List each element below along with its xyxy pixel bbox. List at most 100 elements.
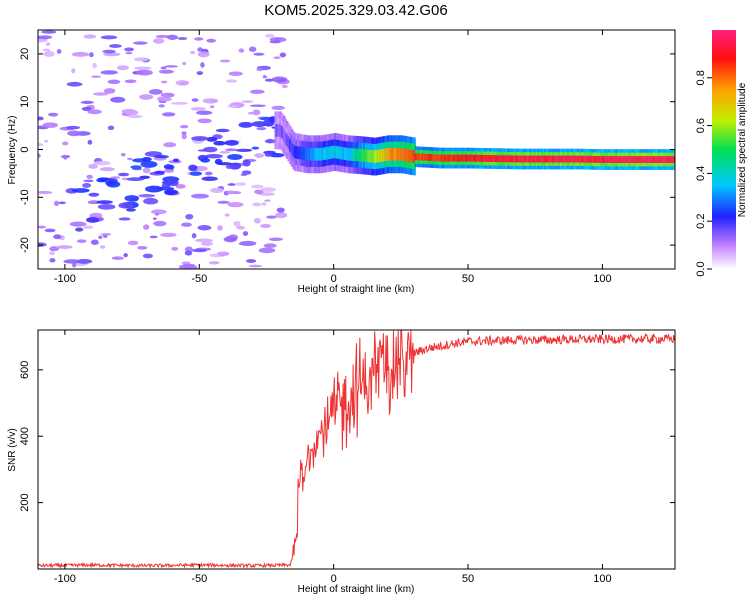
- spectrogram-noise-blob: [227, 183, 236, 186]
- spectrogram-ridge-cell: [401, 148, 405, 161]
- spectrogram-noise-blob: [134, 57, 149, 62]
- spectrogram-feature-blob: [154, 154, 169, 159]
- snr-y-label: SNR (v/v): [7, 428, 18, 471]
- spectrogram-ridge-cell: [498, 155, 502, 163]
- spectrogram-feature-blob: [264, 153, 273, 157]
- spectrogram-ridge-cell: [439, 154, 442, 162]
- spectrogram-y-tick-label: 10: [19, 96, 31, 108]
- spectrogram-noise-blob: [63, 155, 68, 160]
- spectrogram-noise-blob: [99, 167, 116, 172]
- spectrogram-ridge-cell: [484, 154, 487, 162]
- spectrogram-feature-blob: [168, 164, 175, 170]
- spectrogram-noise-blob: [191, 232, 197, 239]
- spectrogram-feature-blob: [206, 136, 218, 142]
- spectrogram-feature-blob: [97, 203, 116, 210]
- spectrogram-feature-blob: [117, 172, 130, 177]
- spectrogram-noise-blob: [53, 234, 62, 240]
- spectrogram-feature-blob: [86, 217, 100, 223]
- spectrogram-noise-blob: [83, 179, 94, 183]
- spectrogram-ridge-cell: [290, 141, 294, 154]
- spectrogram-feature-blob: [203, 146, 218, 153]
- spectrogram-noise-blob: [66, 81, 83, 87]
- spectrogram-feature-blob: [214, 158, 223, 165]
- spectrogram-x-tick-label: -50: [191, 273, 207, 285]
- spectrogram-ridge-cell: [343, 147, 347, 161]
- spectrogram-noise-blob: [42, 122, 59, 128]
- spectrogram-ridge-cell: [355, 148, 358, 162]
- spectrogram-ridge-cell: [489, 155, 492, 162]
- spectrogram-noise-blob: [208, 261, 220, 265]
- spectrogram-noise-blob: [38, 242, 47, 247]
- spectrogram-noise-blob: [197, 225, 212, 231]
- spectrogram-ridge-cell: [606, 156, 610, 163]
- spectrogram-ridge-cell: [453, 154, 457, 162]
- spectrogram-ridge-cell: [419, 153, 423, 161]
- spectrogram-noise-blob: [241, 100, 254, 104]
- spectrogram-feature-blob: [143, 197, 159, 205]
- snr-y-tick-label: 400: [19, 427, 31, 445]
- spectrogram-ridge-cell: [464, 154, 468, 162]
- spectrogram-ridge-cell: [537, 155, 540, 163]
- spectrogram-ridge-cell: [292, 143, 295, 157]
- spectrogram-ridge-cell: [434, 154, 437, 162]
- spectrogram-ridge-cell: [374, 150, 378, 163]
- spectrogram-noise-blob: [164, 65, 178, 68]
- spectrogram-ridge-cell: [621, 156, 624, 163]
- spectrogram-ridge-cell: [472, 154, 476, 162]
- spectrogram-ridge-cell: [519, 155, 523, 163]
- spectrogram-noise-blob: [195, 110, 213, 115]
- spectrogram-noise-blob: [195, 238, 213, 243]
- spectrogram-ridge-cell: [664, 156, 668, 163]
- spectrogram-ridge-cell: [350, 148, 353, 161]
- spectrogram-noise-blob: [264, 78, 274, 82]
- spectrogram-ridge-cell: [616, 156, 620, 163]
- spectrogram-noise-blob: [142, 253, 153, 259]
- spectrogram-feature-blob: [172, 158, 180, 162]
- spectrogram-ridge-cell: [316, 147, 320, 161]
- spectrogram-ridge-cell: [647, 156, 650, 163]
- spectrogram-noise-blob: [103, 88, 116, 94]
- spectrogram-ridge-cell: [572, 155, 576, 163]
- spectrogram-noise-blob: [153, 38, 165, 44]
- snr-x-tick-label: -50: [191, 573, 207, 585]
- spectrogram-ridge-cell: [303, 147, 307, 161]
- spectrogram-ridge-cell: [516, 155, 520, 163]
- spectrogram-noise-blob: [253, 52, 265, 56]
- spectrogram-ridge-cell: [632, 156, 636, 163]
- spectrogram-noise-blob: [242, 231, 249, 236]
- spectrogram-noise-blob: [275, 212, 288, 219]
- spectrogram-ridge-cell: [564, 155, 568, 163]
- spectrogram-ridge-cell: [385, 148, 389, 161]
- spectrogram-ridge-cell: [506, 155, 510, 163]
- spectrogram-noise-blob: [127, 157, 133, 161]
- spectrogram-feature-blob: [204, 154, 223, 159]
- spectrogram-ridge-cell: [543, 155, 547, 163]
- spectrogram-x-tick-label: 0: [331, 273, 337, 285]
- spectrogram-ridge-cell: [369, 149, 373, 163]
- spectrogram-noise-blob: [124, 79, 137, 84]
- spectrogram-feature-blob: [200, 157, 211, 163]
- spectrogram-noise-blob: [71, 68, 76, 74]
- spectrogram-noise-blob: [210, 187, 224, 194]
- spectrogram-noise-blob: [127, 240, 139, 246]
- spectrogram-ridge-cell: [361, 149, 365, 162]
- spectrogram-ridge-cell: [274, 124, 278, 137]
- spectrogram-ridge-cell: [282, 128, 286, 141]
- spectrogram-ridge-cell: [477, 154, 481, 162]
- colorbar-gradient: [712, 30, 736, 269]
- spectrogram-feature-blob: [215, 128, 230, 133]
- spectrogram-noise-blob: [210, 105, 215, 109]
- spectrogram-ridge-cell: [611, 156, 615, 163]
- spectrogram-noise-blob: [158, 104, 165, 108]
- spectrogram-noise-blob: [158, 69, 174, 74]
- spectrogram-ridge-cell: [382, 148, 386, 162]
- spectrogram-noise-blob: [38, 116, 44, 121]
- spectrogram-noise-blob: [116, 65, 129, 71]
- spectrogram-ridge-cell: [563, 155, 566, 163]
- spectrogram-noise-blob: [71, 51, 90, 57]
- spectrogram-ridge-cell: [603, 156, 607, 163]
- spectrogram-noise-blob: [67, 130, 82, 137]
- spectrogram-ridge-cell: [384, 148, 387, 162]
- spectrogram-noise-blob: [166, 34, 178, 40]
